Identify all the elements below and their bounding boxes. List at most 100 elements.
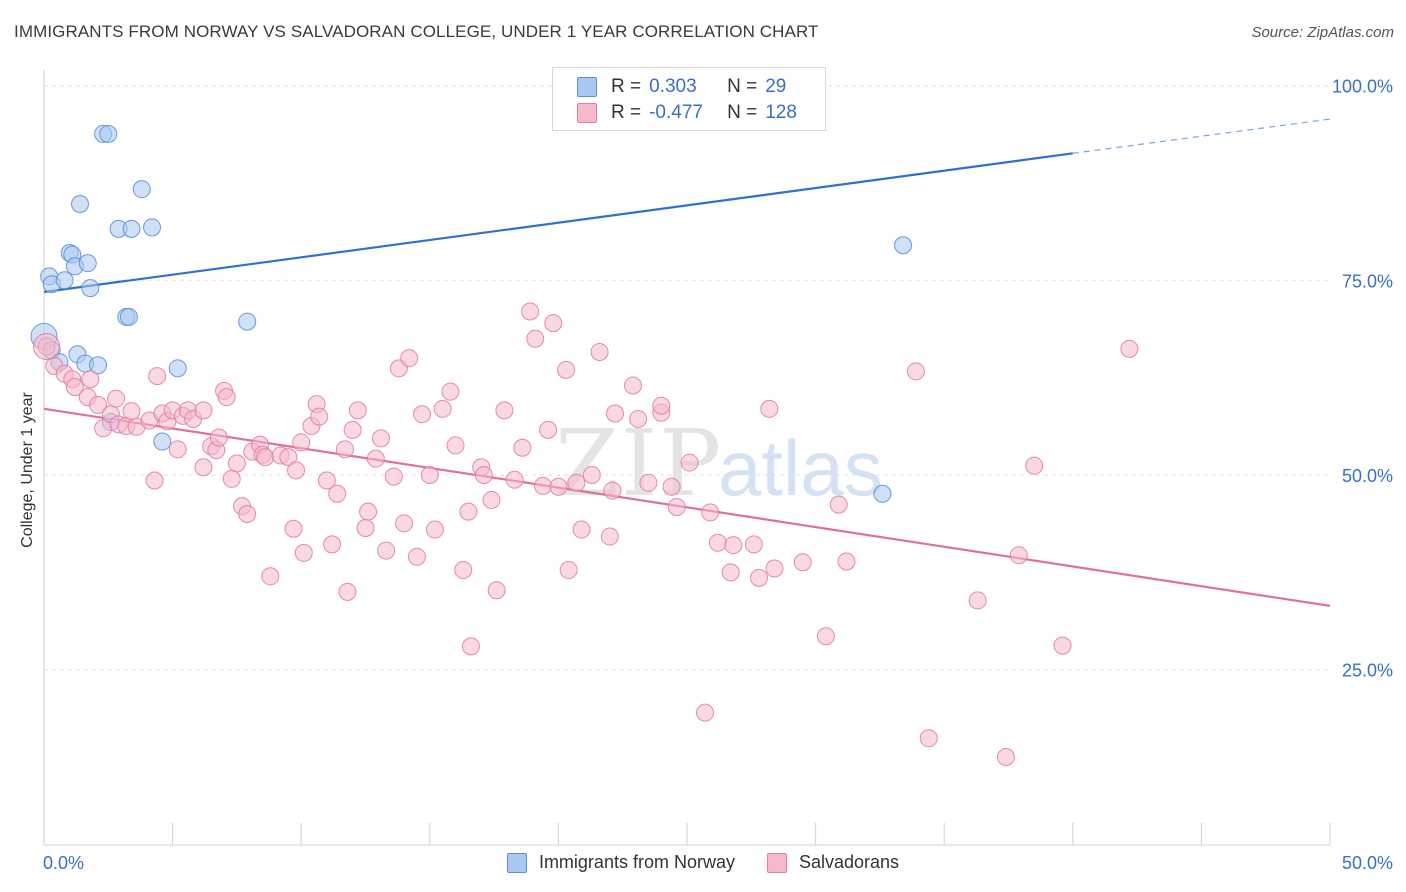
point-salvadorans [168, 440, 187, 459]
point-salvadorans [461, 637, 480, 656]
point-salvadorans [1053, 636, 1072, 655]
point-salvadorans [765, 559, 784, 578]
point-salvadorans [209, 428, 228, 447]
point-salvadorans [433, 399, 452, 418]
point-salvadorans [222, 469, 241, 488]
point-salvadorans [701, 503, 720, 522]
point-salvadorans [708, 533, 727, 552]
point-norway [143, 218, 162, 237]
point-norway [55, 271, 74, 290]
point-norway [99, 124, 118, 143]
point-salvadorans [338, 582, 357, 601]
point-salvadorans [572, 520, 591, 539]
point-salvadorans [919, 729, 938, 748]
tick-labels: 25.0% 50.0% 75.0% 100.0% 0.0% 50.0% [43, 77, 1393, 873]
data-points [30, 77, 1139, 766]
point-salvadorans [292, 433, 311, 452]
point-salvadorans [413, 405, 432, 424]
point-salvadorans [793, 553, 812, 572]
point-salvadorans [603, 481, 622, 500]
point-salvadorans [348, 401, 367, 420]
point-norway [168, 359, 187, 378]
stats-legend: R = 0.303 N = 29 R = -0.477 N = 128 [552, 67, 826, 131]
point-salvadorans [65, 378, 84, 397]
legend-swatch-salvadorans [577, 103, 597, 123]
point-salvadorans [441, 382, 460, 401]
point-salvadorans [513, 438, 532, 457]
legend-item-salvadorans[interactable]: Salvadorans [766, 852, 899, 873]
point-salvadorans [760, 399, 779, 418]
point-salvadorans [721, 563, 740, 582]
point-salvadorans [639, 473, 658, 492]
point-norway [71, 194, 90, 213]
point-salvadorans [122, 402, 141, 421]
point-salvadorans [217, 388, 236, 407]
point-salvadorans [724, 536, 743, 555]
point-salvadorans [582, 466, 601, 485]
point-salvadorans [1009, 546, 1028, 565]
point-salvadorans [667, 497, 686, 516]
point-salvadorans [366, 449, 385, 468]
point-salvadorans [600, 527, 619, 546]
legend-item-norway[interactable]: Immigrants from Norway [506, 852, 735, 873]
point-norway [119, 307, 138, 326]
point-salvadorans [33, 333, 61, 361]
y-tick-label: 25.0% [1342, 661, 1393, 681]
point-norway [153, 432, 172, 451]
y-tick-label: 100.0% [1332, 77, 1393, 97]
point-salvadorans [495, 401, 514, 420]
point-salvadorans [279, 448, 298, 467]
point-salvadorans [323, 535, 342, 554]
r-value: -0.477 [649, 102, 703, 123]
y-tick-label: 50.0% [1342, 466, 1393, 486]
point-norway [122, 219, 141, 238]
point-salvadorans [750, 568, 769, 587]
n-label: N = [727, 76, 758, 97]
point-salvadorans [590, 342, 609, 361]
trend-lines [43, 118, 1331, 607]
point-salvadorans [744, 535, 763, 554]
chart-title: IMMIGRANTS FROM NORWAY VS SALVADORAN COL… [14, 22, 819, 41]
point-salvadorans [400, 349, 419, 368]
point-salvadorans [256, 448, 275, 467]
point-salvadorans [544, 314, 563, 333]
point-salvadorans [816, 627, 835, 646]
point-salvadorans [605, 404, 624, 423]
point-salvadorans [1025, 456, 1044, 475]
point-norway [132, 180, 151, 199]
point-norway [894, 236, 913, 255]
point-salvadorans [459, 502, 478, 521]
point-salvadorans [89, 395, 108, 414]
point-salvadorans [446, 436, 465, 455]
point-salvadorans [1120, 339, 1139, 358]
r-label: R = [611, 102, 642, 123]
legend-swatch-salvadorans [766, 852, 787, 873]
trend-line-norway [43, 152, 1073, 294]
point-salvadorans [557, 360, 576, 379]
point-salvadorans [539, 420, 558, 439]
r-value: 0.303 [649, 76, 697, 97]
point-salvadorans [287, 461, 306, 480]
point-norway [78, 254, 97, 273]
point-salvadorans [310, 407, 329, 426]
r-label: R = [611, 76, 642, 97]
watermark-atlas: atlas [718, 424, 883, 512]
point-salvadorans [407, 547, 426, 566]
point-salvadorans [359, 502, 378, 521]
point-salvadorans [533, 476, 552, 495]
point-salvadorans [294, 543, 313, 562]
legend-swatch-norway [577, 77, 597, 97]
point-norway [89, 356, 108, 375]
point-salvadorans [680, 453, 699, 472]
x-tick-label: 0.0% [43, 853, 84, 873]
point-salvadorans [194, 401, 213, 420]
point-salvadorans [81, 370, 100, 389]
point-salvadorans [227, 454, 246, 473]
point-salvadorans [505, 470, 524, 489]
point-salvadorans [238, 504, 257, 523]
legend-label-norway: Immigrants from Norway [538, 852, 735, 872]
point-salvadorans [94, 419, 113, 438]
point-salvadorans [521, 302, 540, 321]
point-salvadorans [829, 495, 848, 514]
